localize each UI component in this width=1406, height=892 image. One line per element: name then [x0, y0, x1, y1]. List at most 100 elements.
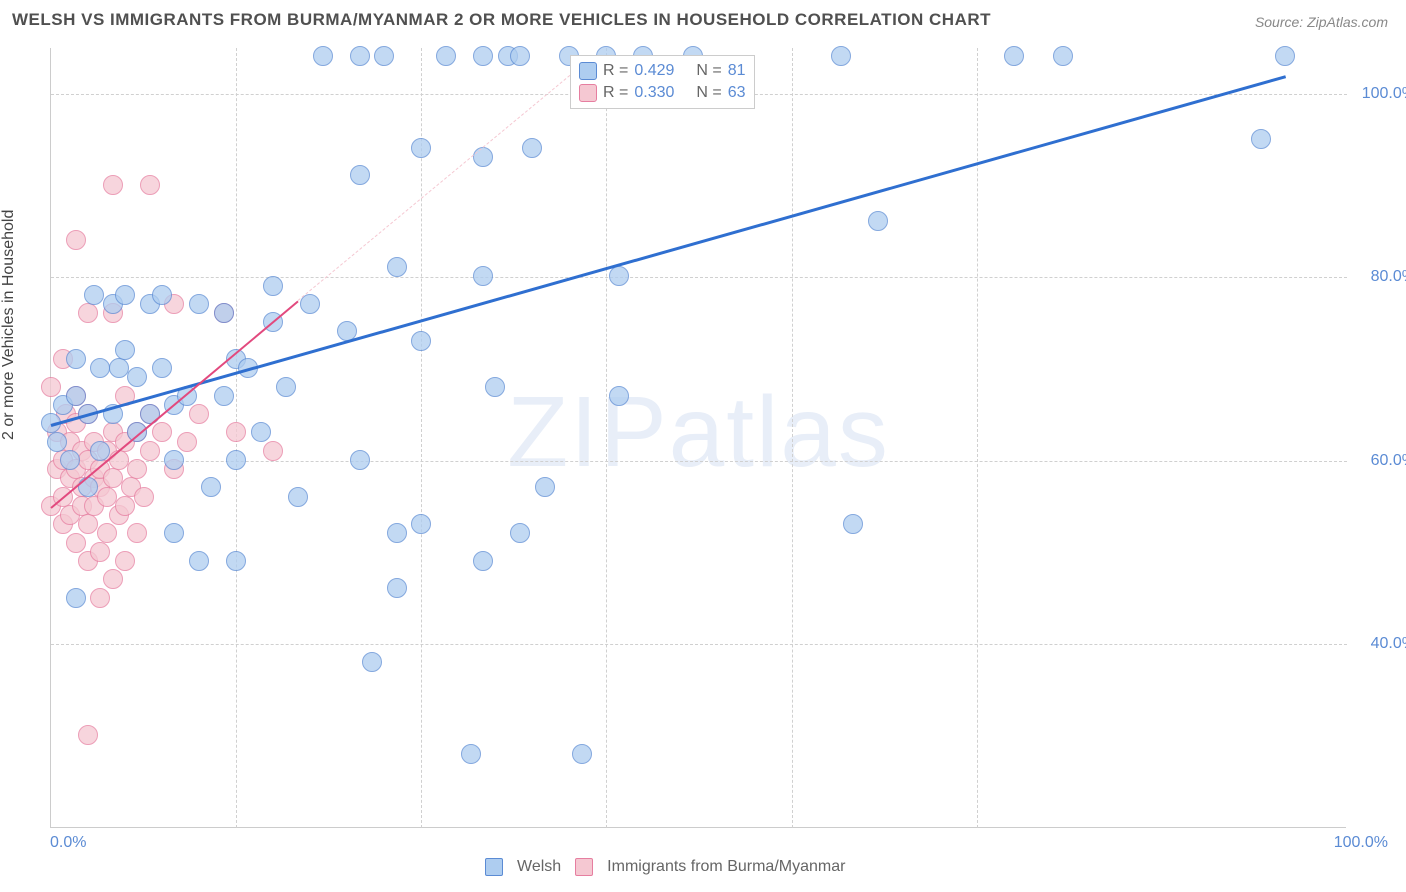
scatter-plot: ZIPatlas 40.0%60.0%80.0%100.0% — [50, 48, 1346, 828]
scatter-point-welsh — [411, 331, 431, 351]
xtick-label: 0.0% — [50, 834, 86, 852]
scatter-point-welsh — [473, 551, 493, 571]
scatter-point-welsh — [535, 477, 555, 497]
xtick-label: 100.0% — [1334, 834, 1388, 852]
scatter-point-burma — [140, 175, 160, 195]
scatter-point-welsh — [1275, 46, 1295, 66]
scatter-point-burma — [140, 441, 160, 461]
legend-series-label: Immigrants from Burma/Myanmar — [607, 858, 845, 876]
scatter-point-welsh — [522, 138, 542, 158]
scatter-point-burma — [66, 230, 86, 250]
legend-series-label: Welsh — [517, 858, 561, 876]
gridline-y — [51, 644, 1347, 645]
scatter-point-burma — [134, 487, 154, 507]
scatter-point-welsh — [164, 450, 184, 470]
scatter-point-welsh — [843, 514, 863, 534]
scatter-point-burma — [152, 422, 172, 442]
scatter-point-welsh — [350, 165, 370, 185]
scatter-point-welsh — [226, 450, 246, 470]
ytick-label: 100.0% — [1362, 85, 1406, 103]
scatter-point-welsh — [84, 285, 104, 305]
scatter-point-welsh — [831, 46, 851, 66]
scatter-point-burma — [109, 450, 129, 470]
trend-line — [298, 76, 570, 302]
scatter-point-burma — [189, 404, 209, 424]
scatter-point-welsh — [572, 744, 592, 764]
gridline-y — [51, 277, 1347, 278]
gridline-x — [792, 48, 793, 828]
legend-swatch — [485, 858, 503, 876]
legend-r-label: R = — [603, 82, 628, 104]
scatter-point-welsh — [226, 551, 246, 571]
legend-n-label: N = — [696, 82, 721, 104]
ytick-label: 80.0% — [1371, 268, 1406, 286]
scatter-point-welsh — [66, 349, 86, 369]
ytick-label: 40.0% — [1371, 635, 1406, 653]
scatter-point-welsh — [387, 523, 407, 543]
legend-r-value: 0.330 — [634, 82, 674, 104]
scatter-point-welsh — [201, 477, 221, 497]
scatter-point-welsh — [300, 294, 320, 314]
scatter-point-burma — [78, 514, 98, 534]
legend-r-label: R = — [603, 60, 628, 82]
scatter-point-welsh — [214, 386, 234, 406]
scatter-point-welsh — [1251, 129, 1271, 149]
scatter-point-welsh — [66, 588, 86, 608]
legend-swatch — [575, 858, 593, 876]
scatter-point-welsh — [189, 294, 209, 314]
scatter-point-welsh — [374, 46, 394, 66]
scatter-point-welsh — [276, 377, 296, 397]
scatter-point-welsh — [1053, 46, 1073, 66]
scatter-point-welsh — [436, 46, 456, 66]
scatter-point-welsh — [140, 404, 160, 424]
scatter-point-burma — [97, 487, 117, 507]
scatter-point-burma — [90, 542, 110, 562]
scatter-point-welsh — [47, 432, 67, 452]
scatter-point-burma — [78, 725, 98, 745]
y-axis-label: 2 or more Vehicles in Household — [0, 210, 18, 440]
scatter-point-welsh — [164, 523, 184, 543]
scatter-point-burma — [127, 459, 147, 479]
scatter-point-welsh — [868, 211, 888, 231]
scatter-point-welsh — [313, 46, 333, 66]
scatter-point-burma — [115, 551, 135, 571]
scatter-point-welsh — [411, 138, 431, 158]
ytick-label: 60.0% — [1371, 452, 1406, 470]
watermark: ZIPatlas — [507, 374, 890, 489]
scatter-point-welsh — [115, 285, 135, 305]
scatter-point-welsh — [350, 46, 370, 66]
scatter-point-burma — [97, 523, 117, 543]
bottom-legend: Welsh Immigrants from Burma/Myanmar — [485, 858, 845, 876]
scatter-point-welsh — [473, 266, 493, 286]
scatter-point-burma — [78, 303, 98, 323]
scatter-point-burma — [115, 496, 135, 516]
scatter-point-burma — [90, 588, 110, 608]
scatter-point-welsh — [90, 358, 110, 378]
scatter-point-welsh — [60, 450, 80, 470]
scatter-point-burma — [226, 422, 246, 442]
scatter-point-welsh — [288, 487, 308, 507]
scatter-point-welsh — [411, 514, 431, 534]
scatter-point-welsh — [263, 276, 283, 296]
scatter-point-welsh — [1004, 46, 1024, 66]
scatter-point-welsh — [609, 386, 629, 406]
scatter-point-welsh — [387, 578, 407, 598]
scatter-point-welsh — [115, 340, 135, 360]
scatter-point-welsh — [473, 147, 493, 167]
scatter-point-welsh — [66, 386, 86, 406]
scatter-point-welsh — [189, 551, 209, 571]
legend-n-value: 81 — [728, 60, 746, 82]
chart-title: WELSH VS IMMIGRANTS FROM BURMA/MYANMAR 2… — [12, 10, 991, 30]
gridline-x — [421, 48, 422, 828]
legend-n-value: 63 — [728, 82, 746, 104]
scatter-point-welsh — [362, 652, 382, 672]
gridline-x — [606, 48, 607, 828]
scatter-point-burma — [177, 432, 197, 452]
scatter-point-welsh — [127, 367, 147, 387]
scatter-point-burma — [103, 175, 123, 195]
scatter-point-burma — [127, 523, 147, 543]
scatter-point-burma — [103, 569, 123, 589]
scatter-point-welsh — [152, 285, 172, 305]
scatter-point-welsh — [109, 358, 129, 378]
scatter-point-welsh — [461, 744, 481, 764]
